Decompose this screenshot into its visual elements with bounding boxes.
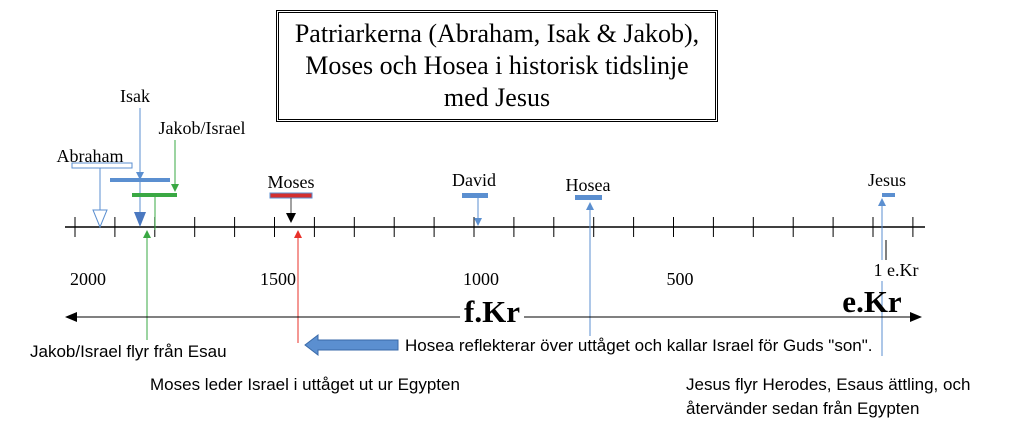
- hosea-annotation-arrow: [304, 333, 399, 357]
- figure-label: Moses: [267, 172, 315, 192]
- figure-label: Isak: [120, 86, 150, 106]
- figure-label: Jesus: [867, 170, 907, 190]
- jesus-bar: [882, 193, 895, 197]
- era-arrowhead-left: [65, 312, 77, 322]
- axis-label: 1500: [260, 269, 296, 289]
- figure-label: Jakob/Israel: [158, 118, 246, 138]
- title-box: Patriarkerna (Abraham, Isak & Jakob), Mo…: [276, 10, 718, 122]
- era-arrowhead-right: [910, 312, 922, 322]
- jakob-bar: [132, 193, 177, 197]
- annotation: Hosea reflekterar över uttåget och kalla…: [405, 336, 873, 355]
- annotation: Jesus flyr Herodes, Esaus ättling, och å…: [686, 375, 971, 418]
- isak-bar: [110, 178, 170, 182]
- axis-label: 1 e.Kr: [873, 260, 919, 281]
- figure-label: Hosea: [565, 175, 611, 195]
- axis: [65, 217, 925, 237]
- era-label: f.Kr: [460, 294, 524, 330]
- axis-label: 1000: [463, 269, 499, 289]
- title: Patriarkerna (Abraham, Isak & Jakob), Mo…: [294, 19, 700, 112]
- era-label: e.Kr: [842, 284, 902, 319]
- hosea-bar: [575, 195, 602, 200]
- abraham-bar: [71, 162, 133, 169]
- figure-label: David: [452, 170, 496, 190]
- isak-arrowhead: [134, 212, 146, 227]
- figure-label: Abraham: [56, 146, 124, 166]
- axis-label: 2000: [70, 269, 106, 289]
- abraham-arrowhead: [92, 209, 108, 229]
- moses-bar: [269, 192, 313, 199]
- axis-label: 500: [666, 269, 694, 289]
- annotation: Jakob/Israel flyr från Esau: [30, 342, 227, 361]
- annotation: Moses leder Israel i uttåget ut ur Egypt…: [150, 375, 460, 394]
- david-bar: [462, 193, 488, 198]
